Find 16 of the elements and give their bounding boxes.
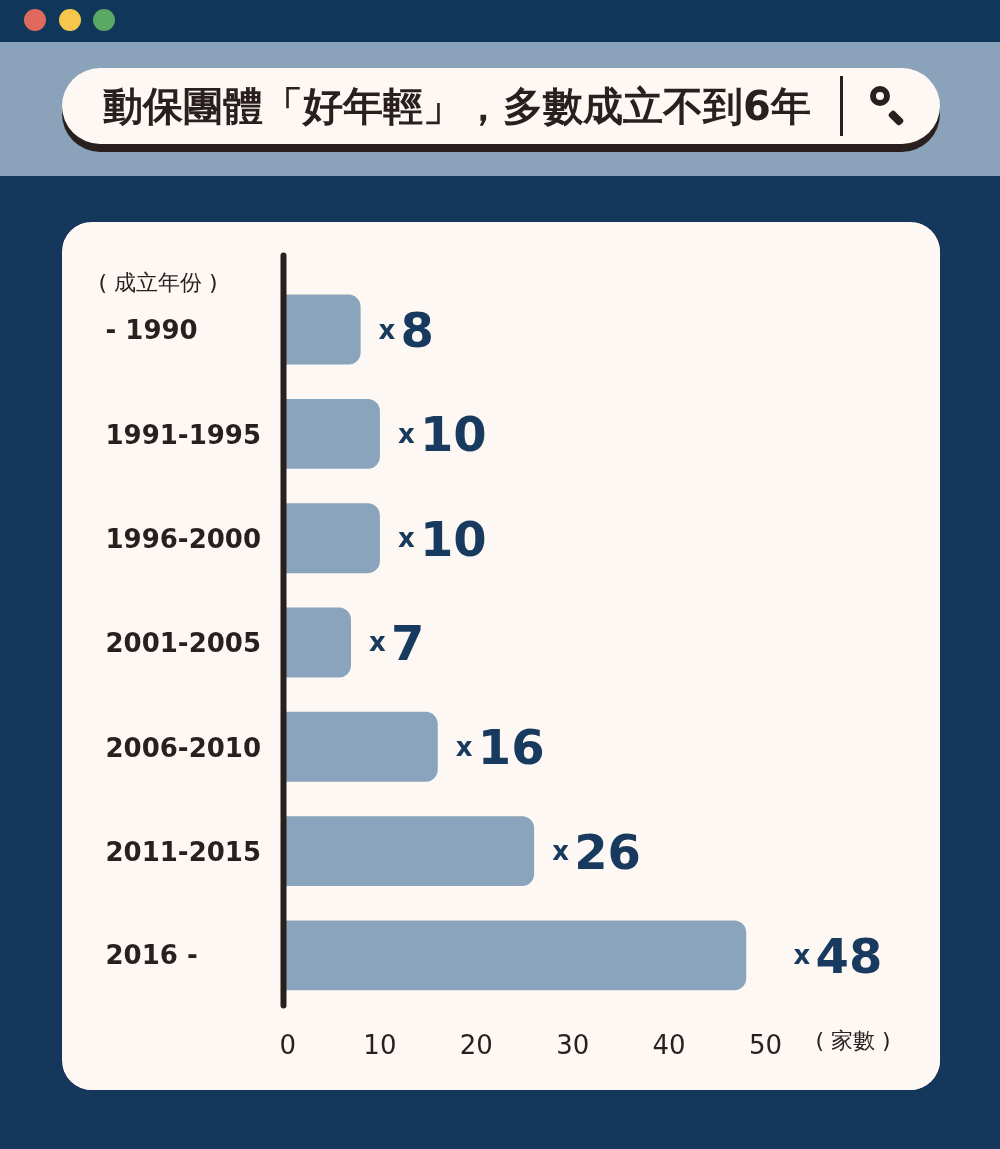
x-tick-label: 50 [748, 1029, 783, 1060]
x-tick-label: 30 [556, 1029, 590, 1060]
y-tick-label: 2001-2005 [105, 628, 262, 659]
y-axis-title: ( 成立年份 ) [98, 270, 218, 296]
y-tick-label: 1996-2000 [105, 524, 262, 555]
y-tick-label: 2011-2015 [105, 837, 262, 868]
y-tick-label: 2016 - [105, 940, 198, 971]
y-tick-label: 1991-1995 [105, 419, 262, 450]
x-tick-label: 10 [363, 1029, 397, 1060]
x-tick-label: 40 [652, 1029, 686, 1060]
chart-title: 動保團體「好年輕」，多數成立不到6年 [102, 82, 812, 131]
y-tick-label: 2006-2010 [105, 732, 262, 763]
x-tick-label: 0 [279, 1029, 297, 1060]
x-tick-label: 20 [459, 1029, 493, 1060]
x-axis-title: ( 家數 ) [815, 1027, 891, 1053]
y-tick-label: - 1990 [105, 314, 198, 345]
